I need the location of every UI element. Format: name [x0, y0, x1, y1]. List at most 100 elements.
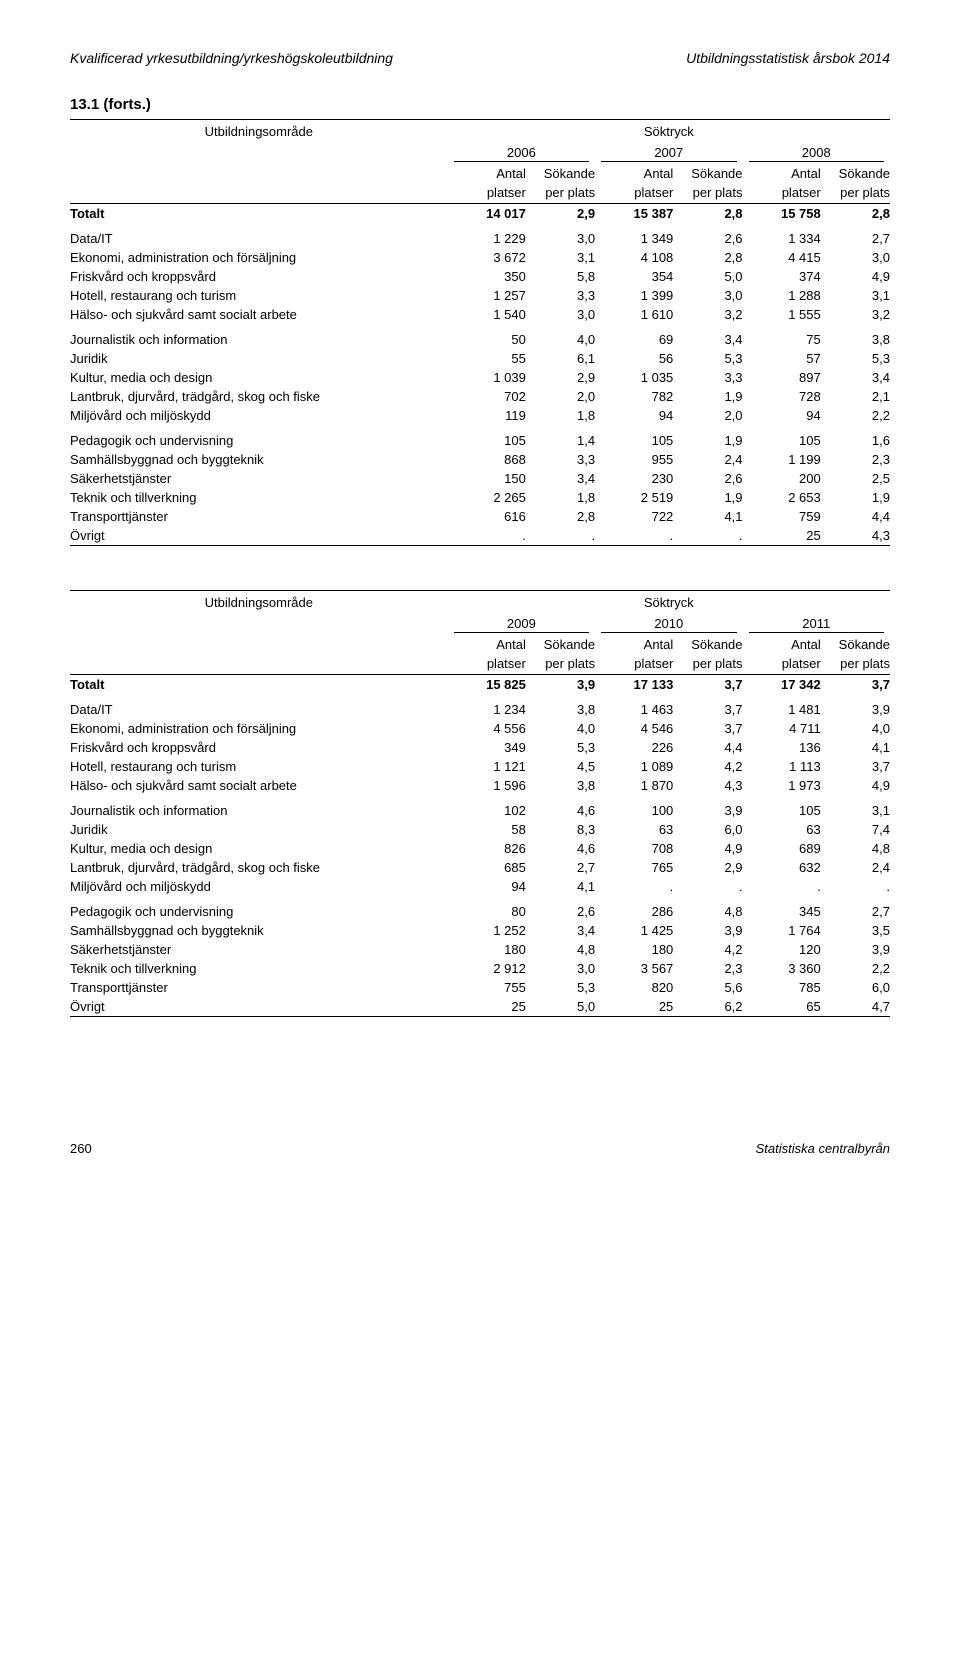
cell-value: 820: [595, 978, 673, 997]
col-header: Antal: [448, 635, 526, 654]
cell-value: 105: [743, 425, 821, 450]
total-value: 3,7: [821, 675, 890, 695]
row-label: Teknik och tillverkning: [70, 959, 448, 978]
col-header: Sökande: [821, 164, 890, 183]
cell-value: 3,3: [673, 368, 742, 387]
cell-value: 1 252: [448, 921, 526, 940]
row-label: Lantbruk, djurvård, trädgård, skog och f…: [70, 387, 448, 406]
cell-value: 2,3: [821, 450, 890, 469]
cell-value: 1 121: [448, 757, 526, 776]
cell-value: 3,9: [821, 694, 890, 719]
cell-value: 2,9: [526, 368, 595, 387]
cell-value: 3,4: [526, 921, 595, 940]
total-value: 2,9: [526, 204, 595, 224]
cell-value: 5,0: [673, 267, 742, 286]
table-row: Övrigt....254,3: [70, 526, 890, 546]
table-row: Transporttjänster7555,38205,67856,0: [70, 978, 890, 997]
cell-value: 3,0: [673, 286, 742, 305]
row-label: Kultur, media och design: [70, 839, 448, 858]
header-right: Utbildningsstatistisk årsbok 2014: [686, 50, 890, 66]
table-row: Pedagogik och undervisning802,62864,8345…: [70, 896, 890, 921]
cell-value: 3,3: [526, 286, 595, 305]
table-row: Hotell, restaurang och turism1 2573,31 3…: [70, 286, 890, 305]
col-header: platser: [743, 183, 821, 204]
cell-value: 3,1: [821, 795, 890, 820]
row-label: Pedagogik och undervisning: [70, 425, 448, 450]
cell-value: 4,8: [821, 839, 890, 858]
table-row: Friskvård och kroppsvård3505,83545,03744…: [70, 267, 890, 286]
cell-value: 2,7: [821, 223, 890, 248]
page-header: Kvalificerad yrkesutbildning/yrkeshögsko…: [70, 50, 890, 66]
cell-value: 56: [595, 349, 673, 368]
total-value: 3,9: [526, 675, 595, 695]
col-header: per plats: [526, 654, 595, 675]
row-label: Hälso- och sjukvård samt socialt arbete: [70, 305, 448, 324]
cell-value: 1 973: [743, 776, 821, 795]
cell-value: 345: [743, 896, 821, 921]
table-row: Data/IT1 2343,81 4633,71 4813,9: [70, 694, 890, 719]
row-label: Övrigt: [70, 526, 448, 546]
cell-value: 2,6: [673, 469, 742, 488]
cell-value: .: [821, 877, 890, 896]
total-value: 2,8: [673, 204, 742, 224]
cell-value: 2,6: [673, 223, 742, 248]
row-label: Samhällsbyggnad och byggteknik: [70, 921, 448, 940]
row-label: Friskvård och kroppsvård: [70, 267, 448, 286]
cell-value: 2,9: [673, 858, 742, 877]
cell-value: 180: [448, 940, 526, 959]
cell-value: 4,4: [821, 507, 890, 526]
cell-value: 1 764: [743, 921, 821, 940]
col-header: per plats: [821, 654, 890, 675]
cell-value: 180: [595, 940, 673, 959]
cell-value: 4,6: [526, 795, 595, 820]
cell-value: .: [673, 877, 742, 896]
cell-value: 1,8: [526, 488, 595, 507]
cell-value: 4,1: [673, 507, 742, 526]
table-2006-2008: Utbildningsområde Söktryck 2006 2007 200…: [70, 119, 890, 550]
col-header: Antal: [743, 635, 821, 654]
cell-value: 2,1: [821, 387, 890, 406]
total-value: 15 387: [595, 204, 673, 224]
cell-value: 4,1: [821, 738, 890, 757]
cell-value: 5,6: [673, 978, 742, 997]
cell-value: 4,8: [526, 940, 595, 959]
cell-value: 1 463: [595, 694, 673, 719]
cell-value: 1,8: [526, 406, 595, 425]
cell-value: 50: [448, 324, 526, 349]
cell-value: 5,0: [526, 997, 595, 1017]
year-label: 2006: [454, 145, 589, 162]
col-header: per plats: [673, 654, 742, 675]
table-row: Lantbruk, djurvård, trädgård, skog och f…: [70, 858, 890, 877]
cell-value: 5,8: [526, 267, 595, 286]
row-label: Journalistik och information: [70, 795, 448, 820]
total-value: 15 825: [448, 675, 526, 695]
cell-value: 2,2: [821, 959, 890, 978]
cell-value: 3,1: [821, 286, 890, 305]
cell-value: 102: [448, 795, 526, 820]
cell-value: 1,9: [821, 488, 890, 507]
cell-value: 3 360: [743, 959, 821, 978]
table-row: Teknik och tillverkning2 9123,03 5672,33…: [70, 959, 890, 978]
cell-value: 136: [743, 738, 821, 757]
table-row: Journalistik och information1024,61003,9…: [70, 795, 890, 820]
cell-value: 3,2: [821, 305, 890, 324]
cell-value: 955: [595, 450, 673, 469]
cell-value: 4 415: [743, 248, 821, 267]
cell-value: 1 035: [595, 368, 673, 387]
cell-value: 25: [448, 997, 526, 1017]
col-header: platser: [743, 654, 821, 675]
cell-value: 349: [448, 738, 526, 757]
cell-value: 2,4: [821, 858, 890, 877]
cell-value: 80: [448, 896, 526, 921]
cell-value: 6,2: [673, 997, 742, 1017]
table-row: Transporttjänster6162,87224,17594,4: [70, 507, 890, 526]
cell-value: 5,3: [526, 978, 595, 997]
col-header: per plats: [673, 183, 742, 204]
cell-value: 1 870: [595, 776, 673, 795]
col-header: platser: [595, 654, 673, 675]
cell-value: 4,9: [821, 776, 890, 795]
cell-value: 722: [595, 507, 673, 526]
row-label: Pedagogik och undervisning: [70, 896, 448, 921]
cell-value: 63: [743, 820, 821, 839]
cell-value: 5,3: [821, 349, 890, 368]
